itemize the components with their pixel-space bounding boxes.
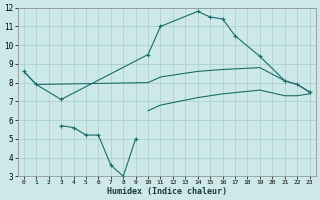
X-axis label: Humidex (Indice chaleur): Humidex (Indice chaleur) xyxy=(107,187,227,196)
